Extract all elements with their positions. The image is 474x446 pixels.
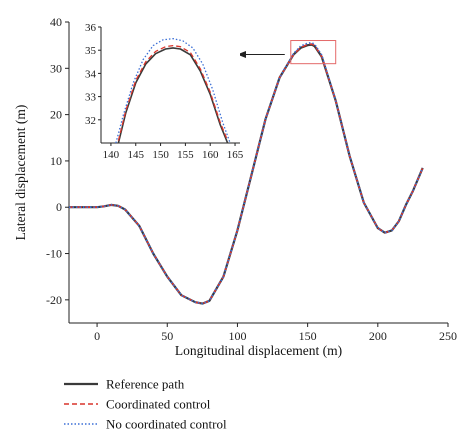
y-tick-label: 20 <box>50 108 62 122</box>
inset-x-tick-label: 150 <box>152 149 169 161</box>
inset-plot: 140 145 150 155 160 165 32 33 34 35 36 <box>85 22 244 161</box>
inset-y-tick-label: 34 <box>85 68 97 80</box>
inset-x-tick-label: 160 <box>202 149 219 161</box>
y-tick-label: 40 <box>50 15 62 29</box>
inset-series-line-1 <box>117 44 229 141</box>
inset-y-tick-label: 35 <box>85 45 97 57</box>
main-plot: 0 50 100 150 200 250 -20 -10 0 10 20 30 40 Longitudin… <box>13 15 457 358</box>
x-tick-label: 50 <box>161 329 173 343</box>
legend-label-2: No coordinated control <box>106 417 227 432</box>
inset-y-tick-label: 32 <box>85 115 96 127</box>
x-tick-label: 250 <box>439 329 457 343</box>
legend: Reference path Coordinated control No coor… <box>64 377 227 432</box>
y-axis-title: Lateral displacement (m) <box>13 105 28 241</box>
inset-x-tick-label: 140 <box>103 149 120 161</box>
inset-series-line-0 <box>117 47 229 144</box>
zoom-box <box>290 40 337 65</box>
inset-x-tick-label: 165 <box>227 149 244 161</box>
x-tick-label: 150 <box>299 329 317 343</box>
inset-y-tick-label: 36 <box>85 22 97 34</box>
inset-series-line-2 <box>115 37 231 144</box>
legend-label-0: Reference path <box>106 377 185 392</box>
y-tick-label: 30 <box>50 61 62 75</box>
inset-x-tick-label: 145 <box>128 149 145 161</box>
series-line-2 <box>69 41 424 305</box>
x-tick-label: 100 <box>228 329 246 343</box>
inset-y-tick-label: 33 <box>85 92 97 104</box>
x-axis-title: Longitudinal displacement (m) <box>175 343 342 358</box>
x-tick-label: 200 <box>369 329 387 343</box>
x-tick-label: 0 <box>94 329 100 343</box>
y-tick-label: 10 <box>50 154 62 168</box>
y-tick-label: -10 <box>46 247 62 261</box>
inset-x-tick-label: 155 <box>177 149 194 161</box>
legend-label-1: Coordinated control <box>106 397 211 412</box>
zoom-arrow-head <box>237 51 246 59</box>
y-tick-label: 0 <box>56 200 62 214</box>
y-tick-label: -20 <box>46 293 62 307</box>
